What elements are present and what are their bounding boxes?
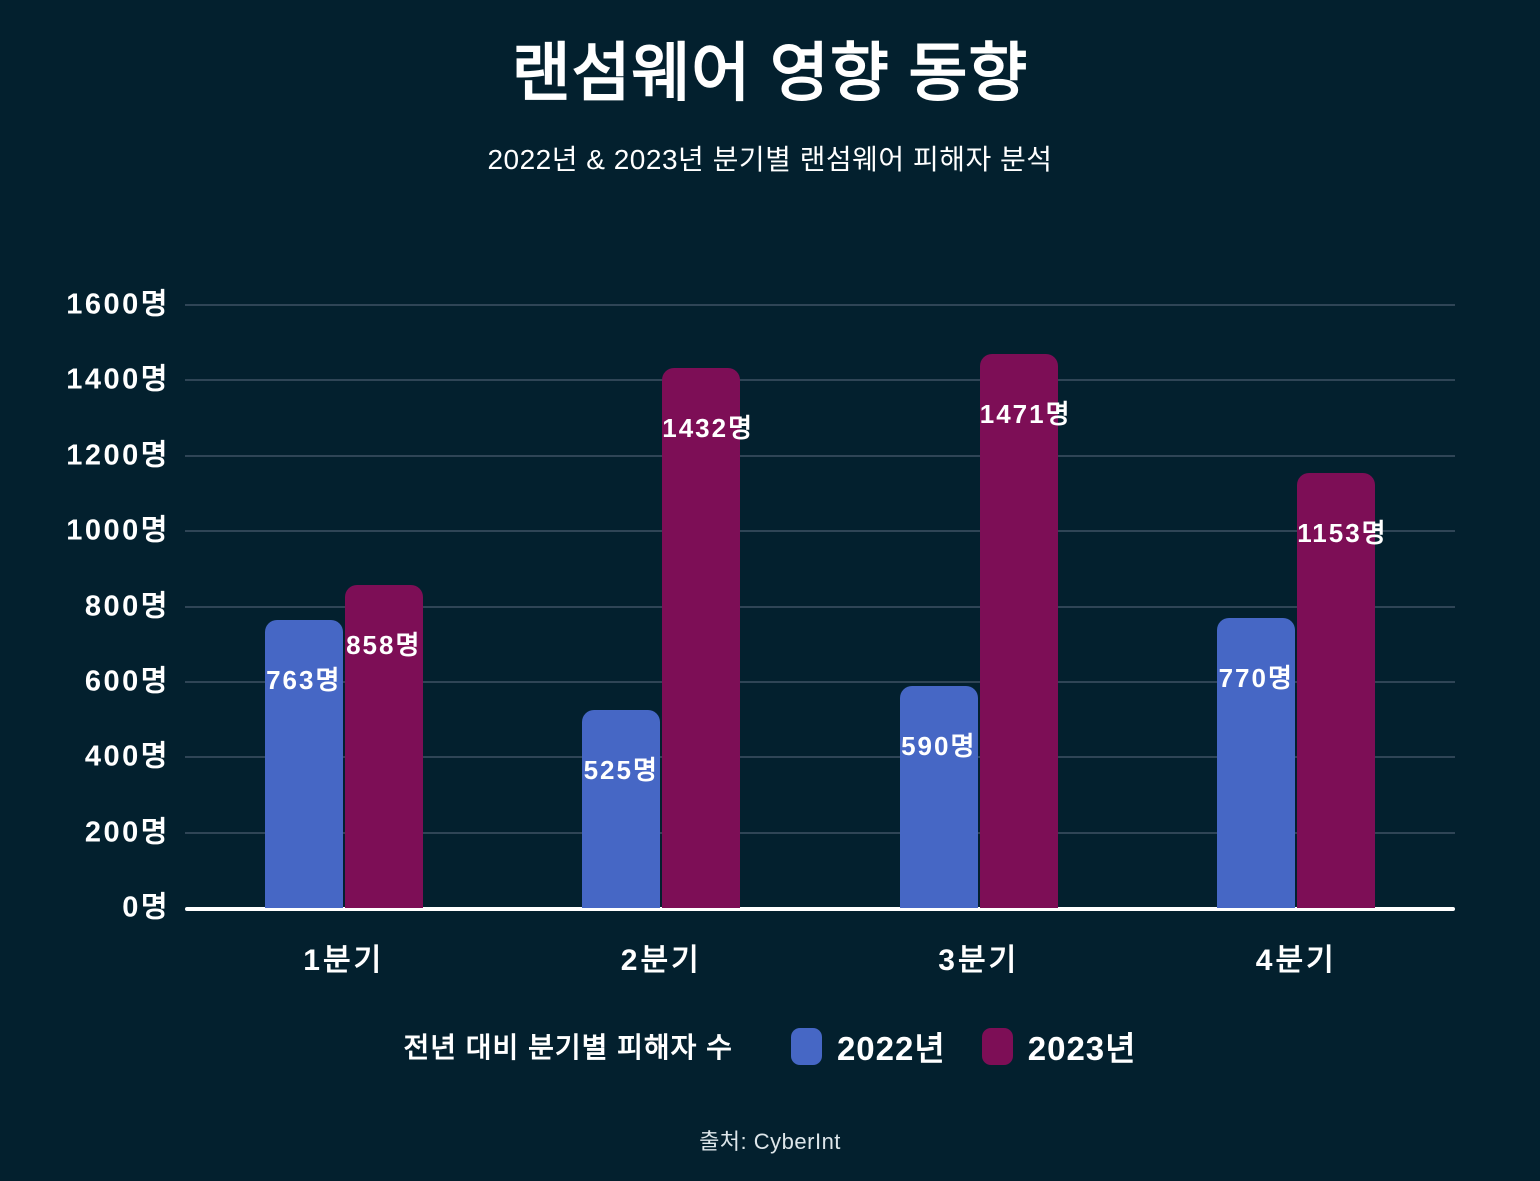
bar-series1-q2: 1432명: [662, 368, 755, 908]
bar-value-label: 770명: [1218, 662, 1294, 693]
gridline-400: [185, 756, 1455, 759]
bar-value-label: 1471명: [979, 398, 1072, 429]
y-tick-label-1000: 1000명: [66, 514, 170, 547]
bar-series0-q2: 525명: [582, 710, 661, 908]
source-credit: 출처: CyberInt: [699, 1129, 841, 1154]
bar-group-q2: 525명 1432명: [503, 305, 821, 908]
gridline-1600: [185, 304, 1455, 306]
legend-label: 2022년: [836, 1030, 946, 1067]
plot-area: 763명 858명 525명 1432명 590명 1471명 770명 1153명: [185, 304, 1456, 911]
bar-value-label: 858명: [346, 629, 422, 660]
y-axis-ticks: 0명 200명 400명 600명 800명 1000명 1200명 1400명 1600명: [30, 290, 170, 922]
legend-swatch-icon: [981, 1027, 1013, 1065]
bar-series0-q3: 590명: [899, 685, 978, 908]
x-axis-line: [185, 907, 1455, 911]
legend: 전년 대비 분기별 피해자 수 2022년 2023년: [0, 1022, 1540, 1070]
bar-series0-q4: 770명: [1217, 617, 1296, 908]
bar-value-label: 1153명: [1297, 518, 1388, 549]
bar-value-label: 763명: [266, 665, 342, 696]
bar-group-q4: 770명 1153명: [1138, 305, 1456, 908]
y-tick-label-200: 200명: [84, 816, 170, 849]
gridline-1000: [185, 530, 1455, 533]
bar-group-q1: 763명 858명: [185, 305, 503, 908]
y-tick-label-600: 600명: [84, 665, 170, 698]
bar-series1-q4: 1153명: [1297, 473, 1388, 908]
gridline-200: [185, 831, 1455, 834]
bar-value-label: 525명: [583, 755, 659, 786]
gridline-1200: [185, 454, 1455, 457]
legend-label: 2023년: [1027, 1030, 1137, 1067]
x-axis-label-q1: 1분기: [303, 944, 385, 977]
gridline-600: [185, 680, 1455, 683]
legend-caption: 전년 대비 분기별 피해자 수: [403, 1032, 733, 1063]
page-subtitle: 2022년 & 2023년 분기별 랜섬웨어 피해자 분석: [487, 144, 1053, 175]
legend-item-0: 2022년: [790, 1022, 946, 1070]
bar-group-q3: 590명 1471명: [820, 305, 1138, 908]
bar-series0-q1: 763명: [264, 620, 343, 908]
gridline-800: [185, 605, 1455, 608]
bar-value-label: 1432명: [662, 413, 755, 444]
x-axis-label-q4: 4분기: [1255, 944, 1337, 977]
bar-value-label: 590명: [901, 730, 977, 761]
x-axis-label-q3: 3분기: [938, 944, 1020, 977]
y-tick-label-0: 0명: [122, 891, 170, 924]
bar-series1-q3: 1471명: [979, 353, 1072, 908]
y-tick-label-400: 400명: [84, 740, 170, 773]
y-tick-label-1200: 1200명: [66, 439, 170, 472]
y-tick-label-1400: 1400명: [66, 363, 170, 396]
y-tick-label-800: 800명: [84, 590, 170, 622]
x-axis-label-q2: 2분기: [620, 944, 702, 977]
gridline-1400: [185, 379, 1455, 382]
legend-item-1: 2023년: [981, 1022, 1137, 1070]
y-tick-label-1600: 1600명: [66, 288, 170, 321]
bar-series1-q1: 858명: [344, 584, 423, 908]
x-axis-labels: 1분기 2분기 3분기 4분기: [185, 935, 1455, 979]
legend-swatch-icon: [790, 1027, 822, 1065]
page-title: 랜섬웨어 영향 동향: [511, 37, 1029, 109]
